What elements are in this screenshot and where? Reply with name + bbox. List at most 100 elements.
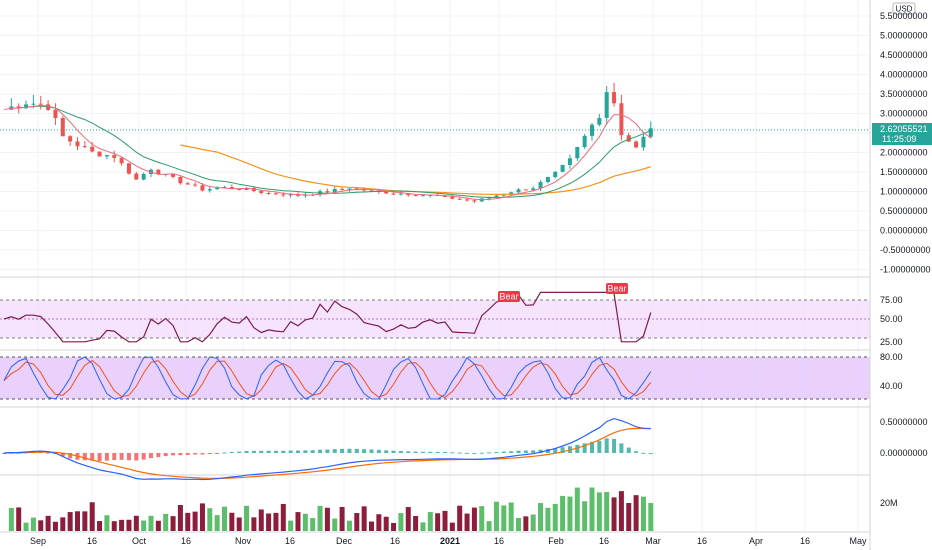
time-axis-label: 16: [599, 536, 609, 546]
bear-marker-1[interactable]: Bear: [498, 291, 520, 302]
time-axis-label: 16: [285, 536, 295, 546]
macd-hist-bar: [487, 452, 492, 454]
candle-body: [90, 146, 95, 152]
candle-body: [406, 193, 411, 196]
macd-hist-bar: [626, 447, 631, 453]
candle-body: [634, 141, 639, 148]
candle-body: [369, 190, 374, 192]
volume-bar: [258, 509, 264, 531]
macd-hist-bar: [149, 453, 153, 459]
time-axis-label: Nov: [235, 536, 252, 546]
volume-bar: [516, 517, 521, 531]
indicator-axis-label: 25.00: [880, 337, 903, 347]
price-axis[interactable]: USD 5.00000000 4.50000000 4.00000000 3.5000…: [880, 2, 931, 508]
macd-hist-bar: [156, 453, 161, 458]
volume-bar: [538, 503, 544, 531]
time-axis-label: Apr: [749, 536, 763, 546]
volume-bar: [52, 521, 58, 531]
macd-hist-bar: [384, 450, 389, 453]
candle-body: [553, 171, 558, 178]
volume-bar: [633, 495, 639, 531]
candle-body: [215, 188, 220, 190]
currency-badge[interactable]: [892, 2, 916, 15]
macd-hist-bar: [553, 448, 558, 453]
volume-bar: [398, 513, 404, 531]
macd-hist-bar: [465, 452, 470, 454]
volume-bar: [38, 520, 44, 531]
volume-bar: [214, 515, 220, 531]
candle-body: [24, 104, 29, 109]
volume-bar: [596, 492, 602, 531]
macd-hist-bar: [369, 449, 374, 453]
currency-label: USD: [896, 5, 913, 14]
candle-body: [597, 117, 602, 125]
volume-bar: [89, 502, 95, 531]
candle-body: [75, 141, 80, 147]
candle-body: [472, 200, 477, 202]
bear-marker-2[interactable]: Bear: [606, 283, 628, 294]
time-axis[interactable]: Sep 16 Oct 16 Nov 16 Dec 16 2021 16 Feb 16 Mar 16 Apr 1…: [30, 536, 867, 546]
volume-bar: [486, 521, 492, 531]
volume-bar: [567, 496, 573, 531]
macd-hist-bar: [479, 452, 484, 454]
macd-hist-bar: [523, 450, 528, 453]
macd-hist-bar: [82, 453, 87, 461]
candle-body: [443, 195, 447, 197]
volume-bar: [148, 515, 154, 531]
candle-body: [545, 177, 550, 183]
volume-bar: [574, 487, 580, 531]
volume-bar: [501, 505, 507, 531]
candle-body: [266, 192, 271, 194]
macd-hist-bar: [60, 453, 65, 457]
macd-hist-bar: [443, 452, 447, 454]
candle-body: [185, 183, 190, 185]
volume-bar: [317, 505, 323, 531]
volume-bar: [648, 503, 654, 531]
candle-body: [641, 136, 646, 148]
candle-body: [582, 135, 587, 147]
candle-body: [53, 109, 58, 118]
volume-bar: [332, 518, 338, 531]
volume-bar: [523, 516, 529, 531]
grid-lines: [0, 0, 870, 532]
price-axis-label: 3.00000000: [880, 109, 928, 119]
candle-body: [126, 163, 131, 174]
volume-bar: [383, 516, 389, 531]
macd-hist-bar: [376, 449, 381, 453]
macd-hist-bar: [531, 450, 536, 453]
macd-hist-bar: [354, 448, 359, 453]
candle-body: [281, 194, 286, 196]
time-axis-label: Oct: [132, 536, 147, 546]
macd-hist-bar: [332, 449, 337, 453]
volume-bar: [471, 507, 477, 531]
macd-hist-bar: [560, 447, 565, 453]
macd-hist-bar: [501, 451, 506, 453]
volume-bar: [288, 520, 294, 531]
macd-hist-bar: [193, 453, 198, 455]
macd-hist-bar: [119, 453, 124, 460]
time-axis-label: Feb: [548, 536, 564, 546]
price-axis-label: 5.00000000: [880, 31, 928, 41]
volume-bar: [236, 517, 242, 531]
macd-hist-bar: [229, 452, 234, 454]
volume-bar: [493, 501, 499, 531]
volume-bar: [82, 511, 88, 531]
volume-bar: [111, 521, 117, 531]
volume-bar: [177, 505, 183, 531]
macd-hist-bar: [575, 444, 580, 453]
candle-body: [332, 188, 337, 193]
macd-hist-bar: [398, 450, 403, 453]
volume-bar: [552, 503, 558, 531]
candle-body: [119, 157, 124, 164]
volume-bar: [464, 513, 470, 531]
volume-bar: [119, 519, 125, 531]
volume-bar: [60, 517, 66, 531]
candle-body: [134, 173, 139, 180]
volume-bar: [442, 510, 448, 531]
volume-bar: [280, 503, 286, 531]
volume-bar: [324, 507, 330, 531]
macd-hist-bar: [582, 443, 587, 453]
candle-body: [509, 192, 514, 195]
